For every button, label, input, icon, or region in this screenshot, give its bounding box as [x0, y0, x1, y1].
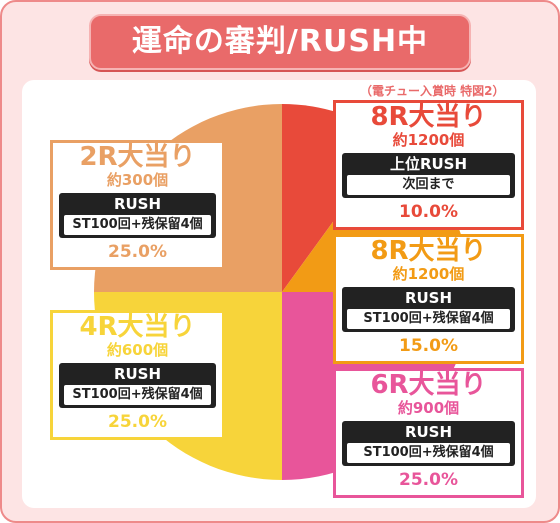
condition-label: ST100回+残保留4個	[347, 443, 510, 463]
mode-box: RUSH ST100回+残保留4個	[342, 421, 515, 466]
mode-label: 上位RUSH	[389, 155, 468, 173]
mode-label: RUSH	[404, 289, 453, 307]
card-payout: 約1200個	[392, 265, 465, 283]
card-8r-rush: 8R大当り 約1200個 RUSH ST100回+残保留4個 15.0%	[333, 234, 524, 364]
condition-label: 次回まで	[347, 175, 510, 195]
page-title: 運命の審判/RUSH中	[89, 14, 471, 70]
mode-box: RUSH ST100回+残保留4個	[59, 363, 216, 408]
mode-label: RUSH	[113, 195, 162, 213]
card-percent: 10.0%	[399, 202, 458, 222]
card-percent: 25.0%	[108, 242, 167, 262]
card-payout: 約900個	[397, 399, 460, 417]
card-payout: 約600個	[106, 341, 169, 359]
note-text: （電チュー入賞時 特図2）	[360, 84, 505, 98]
card-6r-rush: 6R大当り 約900個 RUSH ST100回+残保留4個 25.0%	[333, 368, 524, 498]
mode-box: RUSH ST100回+残保留4個	[342, 287, 515, 332]
card-8r-upper-rush: 8R大当り 約1200個 上位RUSH 次回まで 10.0%	[333, 100, 524, 230]
card-label: 6R大当り	[370, 370, 487, 400]
card-2r-rush: 2R大当り 約300個 RUSH ST100回+残保留4個 25.0%	[50, 140, 225, 270]
card-percent: 15.0%	[399, 336, 458, 356]
card-payout: 約300個	[106, 171, 169, 189]
mode-box: RUSH ST100回+残保留4個	[59, 193, 216, 238]
card-label: 8R大当り	[370, 236, 487, 266]
card-label: 2R大当り	[79, 142, 196, 172]
condition-label: ST100回+残保留4個	[64, 215, 211, 235]
card-percent: 25.0%	[108, 412, 167, 432]
card-percent: 25.0%	[399, 470, 458, 490]
card-4r-rush: 4R大当り 約600個 RUSH ST100回+残保留4個 25.0%	[50, 310, 225, 440]
mode-label: RUSH	[404, 423, 453, 441]
condition-label: ST100回+残保留4個	[347, 309, 510, 329]
card-payout: 約1200個	[392, 131, 465, 149]
mode-box: 上位RUSH 次回まで	[342, 153, 515, 198]
condition-label: ST100回+残保留4個	[64, 385, 211, 405]
mode-label: RUSH	[113, 365, 162, 383]
card-label: 8R大当り	[370, 102, 487, 132]
card-label: 4R大当り	[79, 312, 196, 342]
